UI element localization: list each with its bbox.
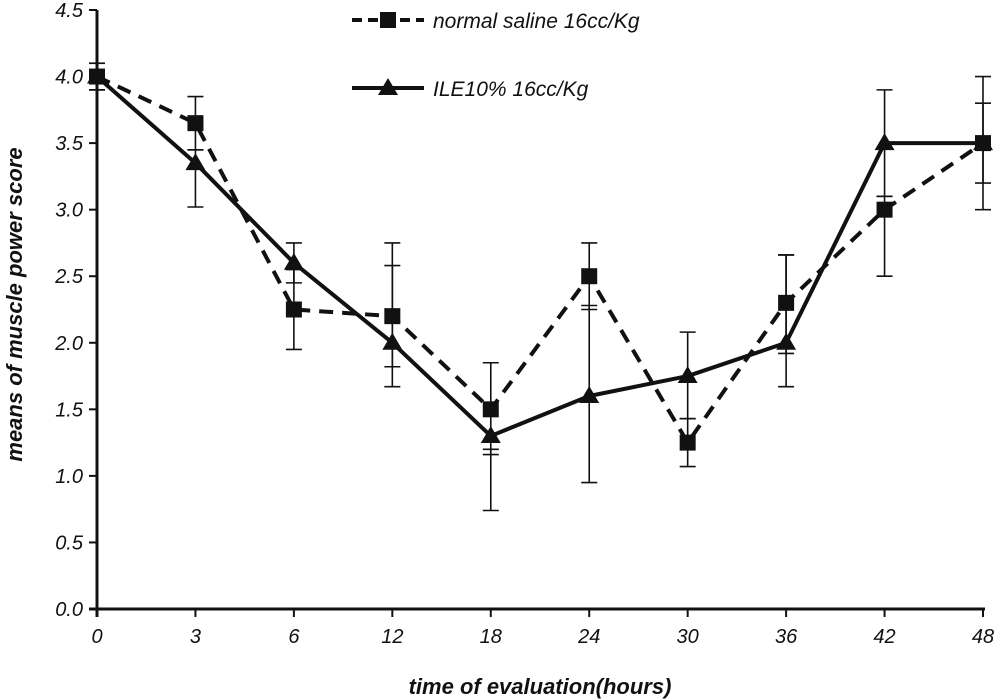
data-point [679, 434, 696, 451]
x-tick-label: 6 [288, 626, 300, 648]
series-line [96, 74, 985, 445]
data-point [677, 366, 698, 384]
legend-marker [378, 78, 398, 95]
y-axis-title: means of muscle power score [2, 147, 27, 461]
y-tick-label: 2.5 [54, 266, 84, 288]
legend-label: normal saline 16cc/Kg [433, 10, 640, 33]
legend: normal saline 16cc/Kg ILE10% 16cc/Kg [352, 10, 640, 101]
legend-item: ILE10% 16cc/Kg [352, 78, 589, 101]
data-point [285, 301, 302, 318]
series-ile10 [87, 62, 993, 512]
legend-item: normal saline 16cc/Kg [352, 10, 640, 33]
data-point [874, 133, 895, 151]
series-line [95, 75, 983, 438]
y-tick-label: 1.0 [55, 466, 83, 488]
x-tick-label: 24 [577, 626, 600, 648]
x-tick-label: 0 [91, 626, 102, 648]
x-tick-label: 3 [190, 626, 201, 648]
data-point [480, 425, 501, 443]
legend-marker [380, 12, 396, 28]
tick-marks: 0.00.51.01.52.02.53.03.54.04.50 3 6 12 18 24 3… [54, 0, 994, 648]
x-tick-label: 48 [972, 626, 994, 648]
axes [89, 10, 985, 617]
y-tick-label: 0.0 [55, 599, 83, 621]
data-point [185, 153, 206, 171]
data-point [87, 66, 107, 84]
series-normal-saline [89, 62, 991, 468]
data-point [382, 332, 403, 350]
x-tick-label: 42 [873, 626, 895, 648]
y-tick-label: 4.5 [55, 0, 84, 22]
data-point [187, 115, 204, 132]
x-tick-label: 12 [381, 626, 403, 648]
y-tick-label: 0.5 [55, 532, 84, 554]
y-tick-label: 1.5 [55, 399, 84, 421]
y-tick-label: 3.0 [55, 200, 83, 222]
data-point [283, 252, 304, 270]
data-point [581, 268, 598, 285]
y-tick-label: 2.0 [54, 333, 83, 355]
data-point [973, 133, 993, 151]
y-tick-label: 4.0 [55, 67, 83, 89]
data-point [579, 386, 600, 404]
y-tick-label: 3.5 [55, 133, 84, 155]
data-point [776, 332, 797, 350]
legend-label: ILE10% 16cc/Kg [433, 78, 589, 101]
x-tick-label: 36 [775, 626, 798, 648]
data-point [876, 201, 893, 218]
x-axis-title: time of evaluation(hours) [409, 674, 672, 699]
series-layer [87, 62, 993, 512]
x-tick-label: 30 [677, 626, 699, 648]
x-tick-label: 18 [480, 626, 502, 648]
data-point [482, 401, 499, 418]
